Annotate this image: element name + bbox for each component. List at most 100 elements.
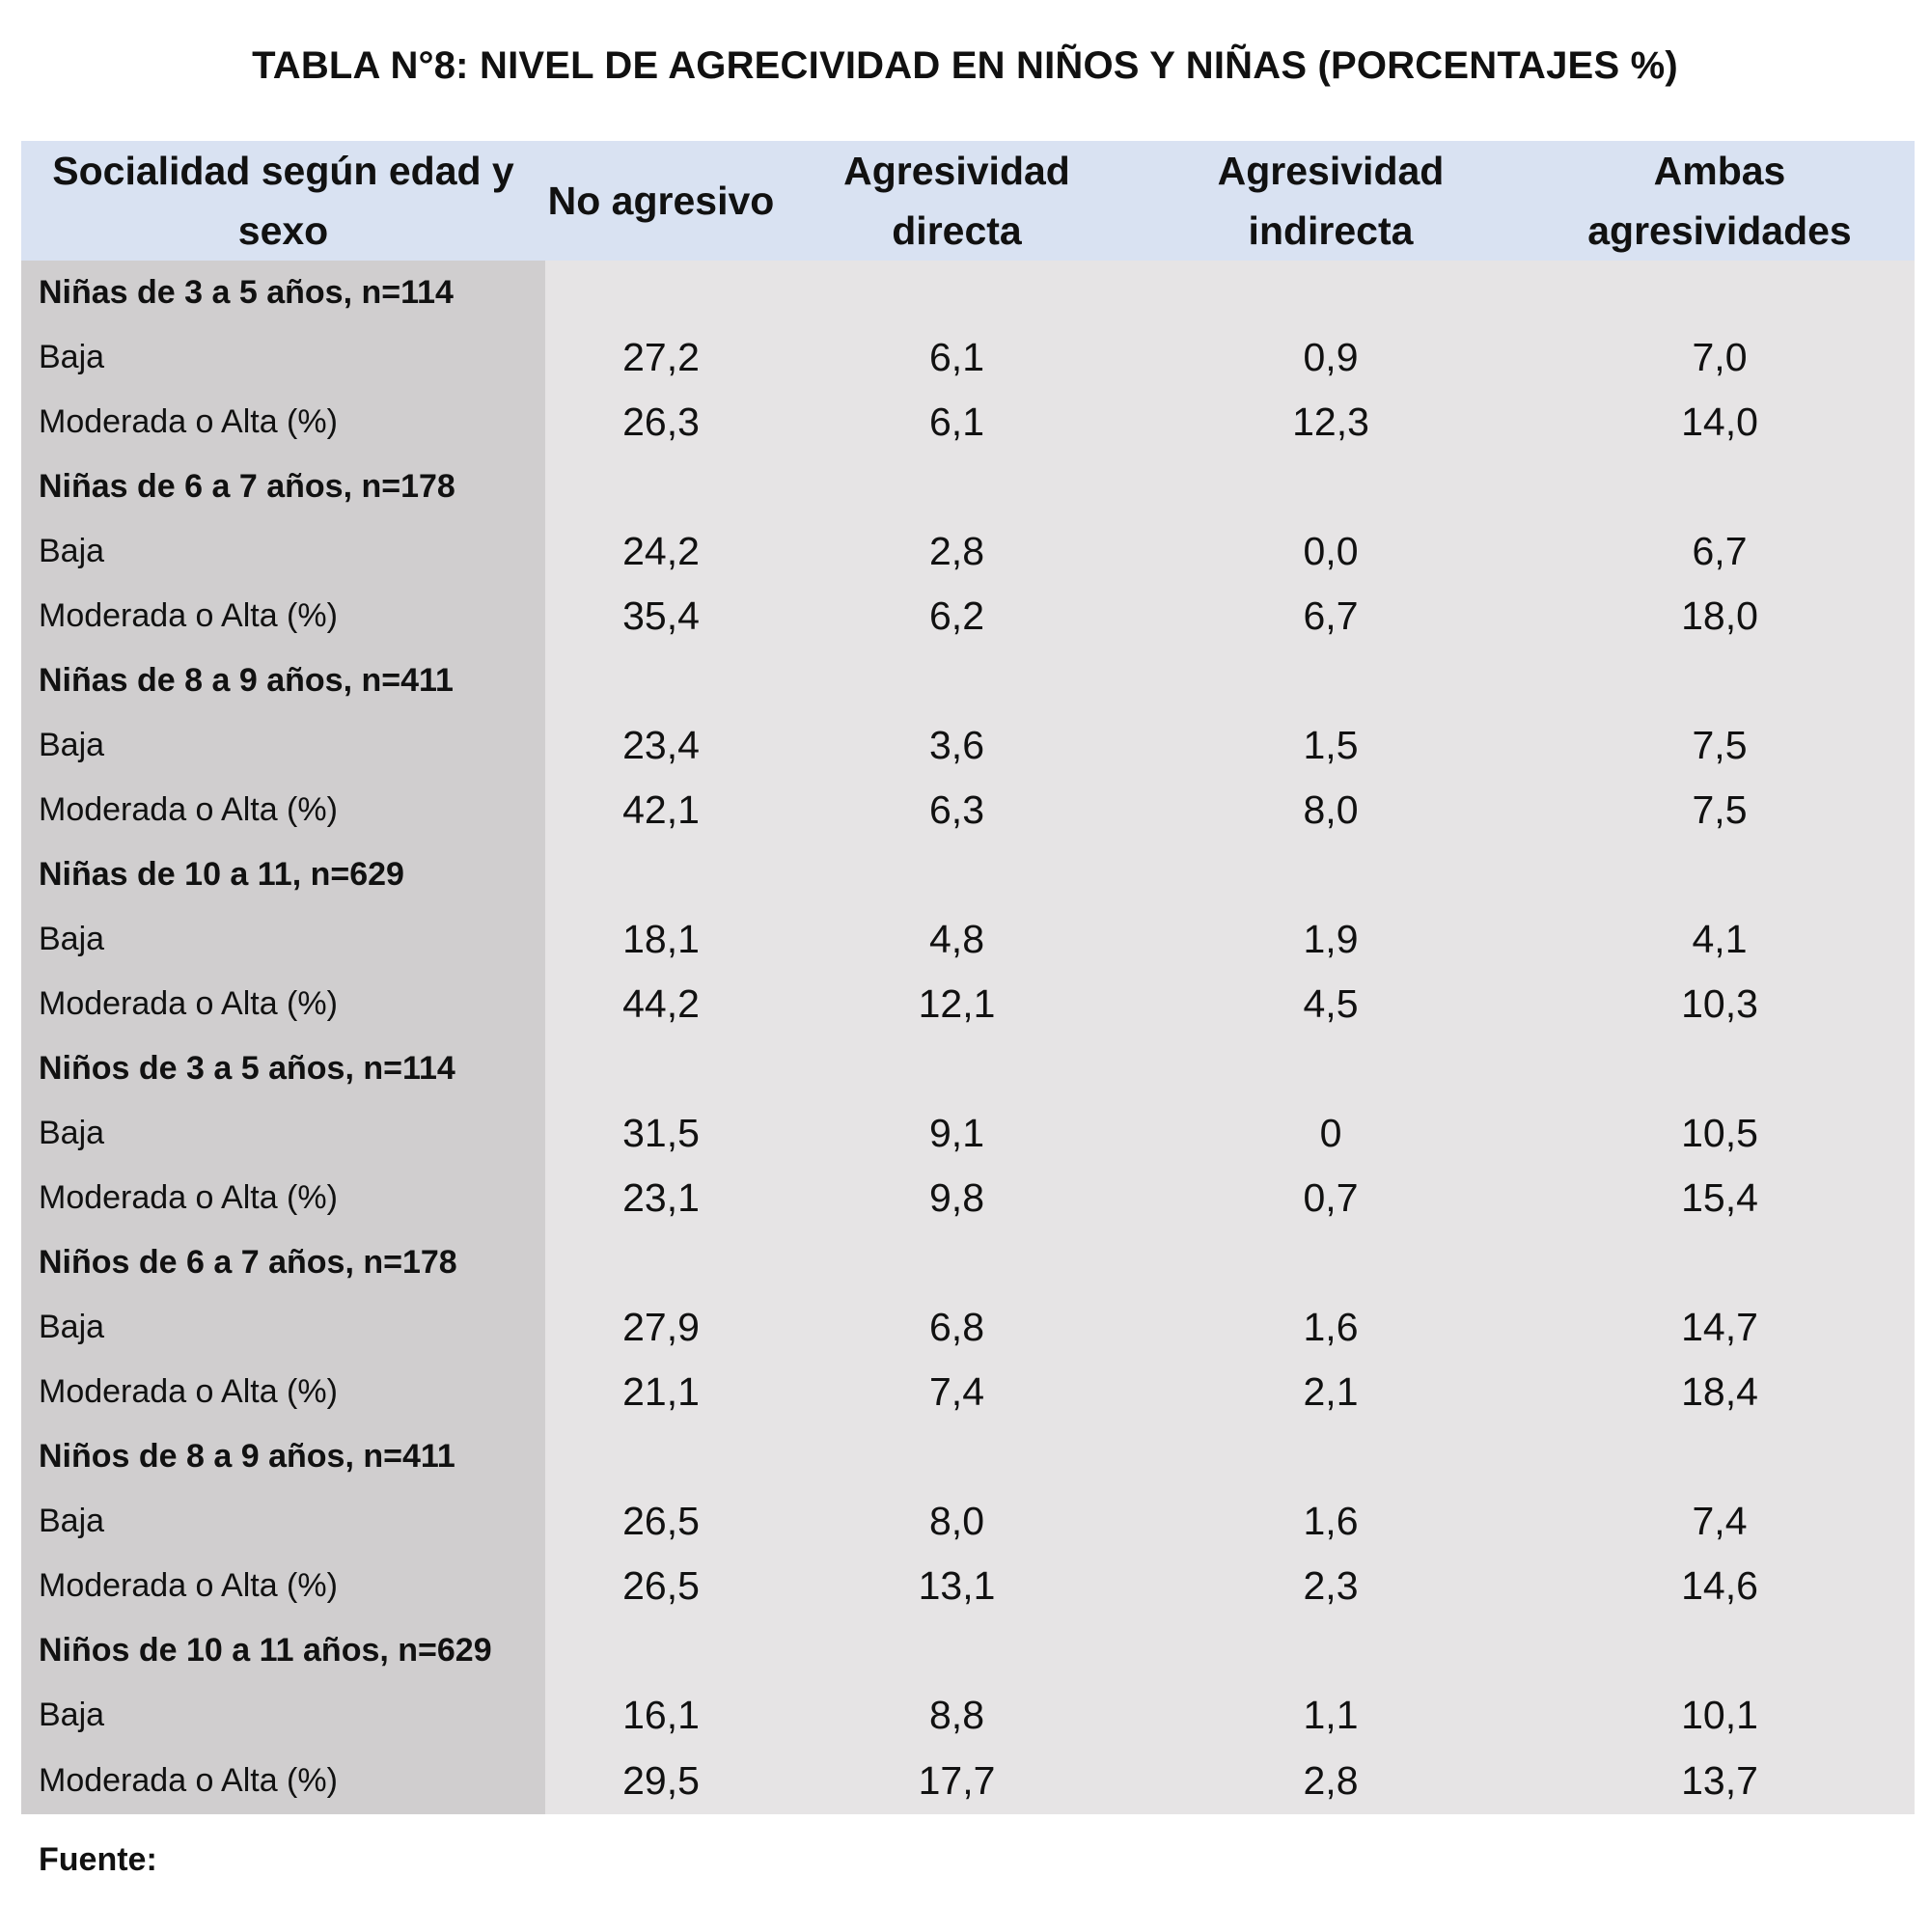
value-cell: 13,1 — [777, 1554, 1137, 1618]
empty-cell — [1137, 842, 1525, 907]
value-cell: 9,1 — [777, 1101, 1137, 1166]
value-cell: 4,5 — [1137, 972, 1525, 1036]
table-row: Baja 23,4 3,6 1,5 7,5 — [21, 713, 1915, 778]
group-label: Niños de 3 a 5 años, n=114 — [21, 1036, 545, 1101]
table-row: Moderada o Alta (%) 44,2 12,1 4,5 10,3 — [21, 972, 1915, 1036]
value-cell: 44,2 — [545, 972, 777, 1036]
value-cell: 1,6 — [1137, 1295, 1525, 1360]
group-header-row: Niñas de 8 a 9 años, n=411 — [21, 649, 1915, 713]
value-cell: 18,1 — [545, 907, 777, 972]
table-row: Baja 27,2 6,1 0,9 7,0 — [21, 325, 1915, 390]
group-label: Niñas de 10 a 11, n=629 — [21, 842, 545, 907]
empty-cell — [1137, 649, 1525, 713]
value-cell: 2,8 — [777, 519, 1137, 584]
row-label: Baja — [21, 519, 545, 584]
table-row: Baja 24,2 2,8 0,0 6,7 — [21, 519, 1915, 584]
empty-cell — [1525, 1036, 1915, 1101]
value-cell: 7,5 — [1525, 778, 1915, 842]
row-label: Baja — [21, 713, 545, 778]
row-label: Moderada o Alta (%) — [21, 584, 545, 649]
table-row: Moderada o Alta (%) 29,5 17,7 2,8 13,7 — [21, 1748, 1915, 1814]
value-cell: 6,1 — [777, 325, 1137, 390]
table-title: TABLA N°8: NIVEL DE AGRECIVIDAD EN NIÑOS… — [252, 44, 1678, 87]
table-row: Baja 26,5 8,0 1,6 7,4 — [21, 1489, 1915, 1554]
value-cell: 1,5 — [1137, 713, 1525, 778]
value-cell: 23,1 — [545, 1166, 777, 1230]
header-socialidad: Socialidad según edad y sexo — [21, 141, 545, 261]
table-row: Baja 16,1 8,8 1,1 10,1 — [21, 1683, 1915, 1748]
row-label: Baja — [21, 907, 545, 972]
value-cell: 7,5 — [1525, 713, 1915, 778]
empty-cell — [1525, 1230, 1915, 1295]
value-cell: 8,0 — [777, 1489, 1137, 1554]
value-cell: 15,4 — [1525, 1166, 1915, 1230]
value-cell: 1,9 — [1137, 907, 1525, 972]
group-header-row: Niñas de 6 a 7 años, n=178 — [21, 455, 1915, 519]
value-cell: 10,3 — [1525, 972, 1915, 1036]
empty-cell — [777, 1230, 1137, 1295]
value-cell: 23,4 — [545, 713, 777, 778]
row-label: Baja — [21, 1101, 545, 1166]
empty-cell — [777, 1036, 1137, 1101]
row-label: Moderada o Alta (%) — [21, 778, 545, 842]
empty-cell — [1525, 1424, 1915, 1489]
value-cell: 10,5 — [1525, 1101, 1915, 1166]
value-cell: 10,1 — [1525, 1683, 1915, 1748]
value-cell: 6,1 — [777, 390, 1137, 455]
value-cell: 0,7 — [1137, 1166, 1525, 1230]
value-cell: 42,1 — [545, 778, 777, 842]
empty-cell — [1137, 1036, 1525, 1101]
empty-cell — [545, 1618, 777, 1683]
table-row: Baja 18,1 4,8 1,9 4,1 — [21, 907, 1915, 972]
empty-cell — [777, 455, 1137, 519]
row-label: Moderada o Alta (%) — [21, 1360, 545, 1424]
value-cell: 35,4 — [545, 584, 777, 649]
value-cell: 29,5 — [545, 1748, 777, 1814]
value-cell: 17,7 — [777, 1748, 1137, 1814]
value-cell: 1,1 — [1137, 1683, 1525, 1748]
value-cell: 4,1 — [1525, 907, 1915, 972]
empty-cell — [1525, 1618, 1915, 1683]
value-cell: 6,2 — [777, 584, 1137, 649]
empty-cell — [545, 649, 777, 713]
row-label: Moderada o Alta (%) — [21, 1554, 545, 1618]
row-label: Moderada o Alta (%) — [21, 1748, 545, 1814]
group-label: Niñas de 3 a 5 años, n=114 — [21, 261, 545, 325]
value-cell: 6,7 — [1137, 584, 1525, 649]
group-header-row: Niñas de 3 a 5 años, n=114 — [21, 261, 1915, 325]
empty-cell — [1137, 455, 1525, 519]
value-cell: 14,0 — [1525, 390, 1915, 455]
header-agresividad-indirecta: Agresividad indirecta — [1137, 141, 1525, 261]
row-label: Baja — [21, 1683, 545, 1748]
empty-cell — [545, 1036, 777, 1101]
empty-cell — [1525, 261, 1915, 325]
group-header-row: Niños de 10 a 11 años, n=629 — [21, 1618, 1915, 1683]
empty-cell — [1525, 649, 1915, 713]
value-cell: 6,8 — [777, 1295, 1137, 1360]
empty-cell — [1137, 1424, 1525, 1489]
header-agresividad-directa: Agresividad directa — [777, 141, 1137, 261]
table-row: Baja 27,9 6,8 1,6 14,7 — [21, 1295, 1915, 1360]
table-row: Moderada o Alta (%) 42,1 6,3 8,0 7,5 — [21, 778, 1915, 842]
empty-cell — [777, 261, 1137, 325]
value-cell: 26,5 — [545, 1489, 777, 1554]
value-cell: 27,9 — [545, 1295, 777, 1360]
value-cell: 18,0 — [1525, 584, 1915, 649]
group-header-row: Niños de 8 a 9 años, n=411 — [21, 1424, 1915, 1489]
aggression-table: Socialidad según edad y sexo No agresivo… — [21, 141, 1915, 1814]
value-cell: 6,7 — [1525, 519, 1915, 584]
empty-cell — [777, 649, 1137, 713]
value-cell: 4,8 — [777, 907, 1137, 972]
value-cell: 2,8 — [1137, 1748, 1525, 1814]
value-cell: 8,0 — [1137, 778, 1525, 842]
group-label: Niñas de 6 a 7 años, n=178 — [21, 455, 545, 519]
value-cell: 0 — [1137, 1101, 1525, 1166]
value-cell: 12,1 — [777, 972, 1137, 1036]
row-label: Moderada o Alta (%) — [21, 390, 545, 455]
row-label: Moderada o Alta (%) — [21, 1166, 545, 1230]
value-cell: 26,3 — [545, 390, 777, 455]
table-header-row: Socialidad según edad y sexo No agresivo… — [21, 141, 1915, 261]
header-no-agresivo: No agresivo — [545, 141, 777, 261]
row-label: Baja — [21, 325, 545, 390]
value-cell: 9,8 — [777, 1166, 1137, 1230]
